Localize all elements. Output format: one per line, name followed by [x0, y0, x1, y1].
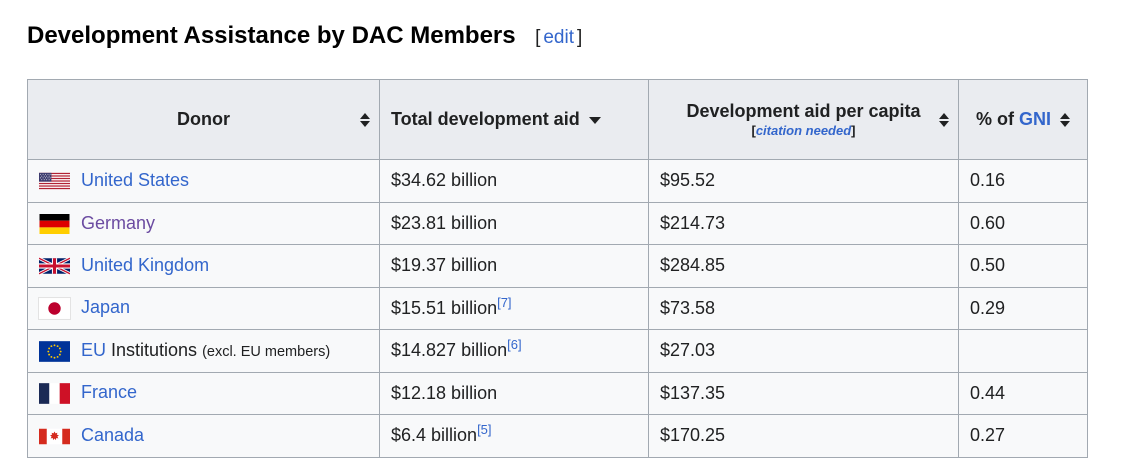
gni-cell: 0.44	[958, 371, 1088, 415]
per-capita-cell: $73.58	[648, 286, 959, 330]
total-aid-cell: $34.62 billion	[379, 159, 649, 203]
gni-link[interactable]: GNI	[1018, 109, 1051, 129]
citation-needed-tag: [citation needed]	[751, 123, 856, 138]
column-header-donor[interactable]: Donor	[27, 79, 380, 160]
gni-cell: 0.27	[958, 414, 1088, 458]
per-capita-header-label: Development aid per capita	[686, 101, 921, 121]
per-capita-cell: $95.52	[648, 159, 959, 203]
canada-flag-icon	[39, 426, 70, 447]
citation-needed-link[interactable]: citation needed	[755, 123, 852, 138]
sort-descending-icon	[588, 116, 601, 124]
per-capita-cell: $27.03	[648, 329, 959, 373]
table-row: Canada $6.4 billion[5] $170.25 0.27	[27, 414, 1088, 458]
edit-bracket-open: [	[535, 27, 541, 48]
us-flag-icon	[39, 171, 70, 191]
total-aid-cell: $6.4 billion[5]	[379, 414, 649, 458]
donor-link[interactable]: Germany	[81, 212, 156, 233]
donor-link[interactable]: United Kingdom	[81, 255, 210, 276]
total-aid-cell: $14.827 billion[6]	[379, 329, 649, 373]
donor-link[interactable]: United States	[81, 170, 190, 191]
gni-header-prefix: % of	[975, 109, 1019, 129]
table-row: United Kingdom $19.37 billion $284.85 0.…	[27, 244, 1088, 288]
reference-link[interactable]: [6]	[507, 337, 522, 353]
table-row: Japan $15.51 billion[7] $73.58 0.29	[27, 286, 1088, 330]
page-title: Development Assistance by DAC Members	[27, 22, 516, 49]
gni-cell: 0.60	[958, 201, 1088, 245]
sort-unsorted-icon	[939, 112, 949, 127]
gni-cell: 0.50	[958, 244, 1088, 288]
japan-flag-icon	[38, 297, 71, 321]
table-row: United States $34.62 billion $95.52 0.16	[27, 159, 1088, 203]
total-aid-cell: $19.37 billion	[379, 244, 649, 288]
table-row: EU Institutions (excl. EU members) $14.827…	[27, 329, 1088, 373]
reference-link[interactable]: [7]	[497, 294, 512, 310]
sort-unsorted-icon	[1060, 113, 1070, 128]
gni-cell: 0.29	[958, 286, 1088, 330]
per-capita-cell: $137.35	[648, 371, 959, 415]
france-flag-icon	[39, 383, 70, 404]
section-heading: Development Assistance by DAC Members [e…	[27, 22, 1146, 50]
donor-link[interactable]: EU	[81, 339, 107, 360]
table-row: France $12.18 billion $137.35 0.44	[27, 371, 1088, 415]
dac-members-table: Donor Total development aid Development …	[27, 79, 1088, 458]
edit-section: [edit]	[535, 27, 582, 48]
germany-flag-icon	[39, 213, 70, 234]
total-aid-cell: $15.51 billion[7]	[379, 286, 649, 330]
per-capita-cell: $284.85	[648, 244, 959, 288]
donor-link[interactable]: Canada	[81, 424, 145, 445]
column-header-per-capita[interactable]: Development aid per capita [citation nee…	[648, 79, 959, 160]
per-capita-cell: $214.73	[648, 201, 959, 245]
per-capita-cell: $170.25	[648, 414, 959, 458]
column-header-gni[interactable]: % of GNI	[958, 79, 1088, 160]
total-aid-cell: $23.81 billion	[379, 201, 649, 245]
gni-cell	[958, 329, 1088, 373]
sort-unsorted-icon	[360, 112, 370, 127]
donor-link[interactable]: France	[81, 382, 138, 403]
edit-link[interactable]: edit	[543, 27, 574, 48]
table-header-row: Donor Total development aid Development …	[27, 79, 1088, 160]
table-row: Germany $23.81 billion $214.73 0.60	[27, 201, 1088, 245]
column-header-total-aid[interactable]: Total development aid	[379, 79, 649, 160]
reference-link[interactable]: [5]	[477, 422, 492, 438]
donor-link[interactable]: Japan	[81, 297, 131, 318]
donor-header-label: Donor	[177, 109, 230, 129]
eu-flag-icon	[39, 340, 70, 362]
total-aid-header-label: Total development aid	[391, 109, 580, 129]
gni-cell: 0.16	[958, 159, 1088, 203]
edit-bracket-close: ]	[576, 27, 583, 48]
uk-flag-icon	[39, 256, 70, 276]
total-aid-cell: $12.18 billion	[379, 371, 649, 415]
